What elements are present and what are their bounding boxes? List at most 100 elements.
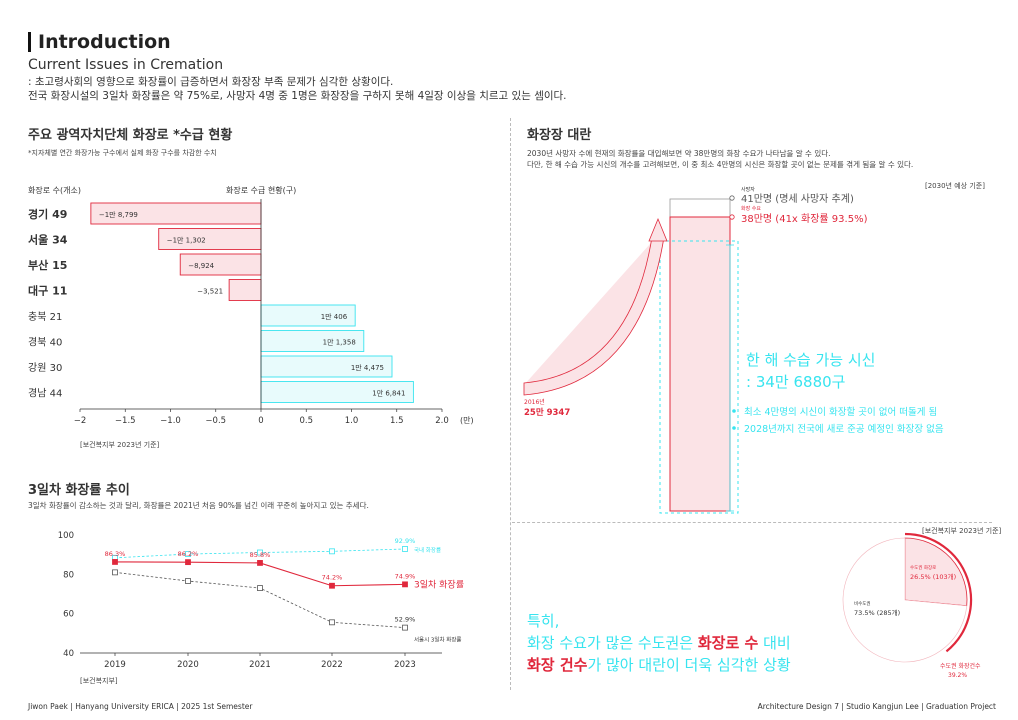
pie-source: [보건복지부 2023년 기준] xyxy=(922,527,1002,535)
line-point-1-4 xyxy=(402,581,408,588)
demand-column xyxy=(669,216,731,512)
cremation-crisis-diagram: 사망자 41만명 (명세 사망자 추계) 화장 수요 38만명 (41x 화장률… xyxy=(523,186,944,514)
line-x-tick-4: 2023 xyxy=(394,660,416,670)
demand-label: 38만명 (41x 화장률 93.5%) xyxy=(741,213,868,225)
cremation-rate-line-chart: 40 60 80 100 2019 2020 2021 2022 2023 92.9%국내 화장률… xyxy=(58,531,464,670)
line-label-1-0: 86.3% xyxy=(105,550,126,558)
section3-desc: 2030년 사망자 수에 현재의 화장률을 대입해보면 약 38만명의 화장 수… xyxy=(527,148,913,170)
line-label-2-4: 52.9% xyxy=(395,616,416,624)
section1-title: 주요 광역자치단체 화장로 *수급 현황 xyxy=(28,128,233,143)
bar-category-6: 강원 30 xyxy=(28,362,62,374)
intro-text: : 초고령사회의 영향으로 화장률이 급증하면서 화장장 부족 문제가 심각한 … xyxy=(28,75,567,103)
growth-arrow-head xyxy=(648,217,668,242)
bar-category-0: 경기 49 xyxy=(28,207,67,221)
line-point-0-3 xyxy=(329,548,335,555)
base-value: 25만 9347 xyxy=(524,407,570,418)
emphasis-line-1: 특히, xyxy=(527,612,560,630)
pie-out-value: 73.5% (285개) xyxy=(854,608,900,617)
section3-desc-line-1: 2030년 사망자 수에 현재의 화장률을 대입해보면 약 38만명의 화장 수… xyxy=(527,149,831,158)
intro-line-1: : 초고령사회의 영향으로 화장률이 급증하면서 화장장 부족 문제가 심각한 … xyxy=(28,76,394,88)
line-series-name-1: 3일차 화장률 xyxy=(414,578,464,590)
pie-in-value: 26.5% (103개) xyxy=(910,572,956,581)
line-point-0-4 xyxy=(402,546,408,552)
deaths-marker xyxy=(729,195,735,201)
bar-x-tick-5: 0.5 xyxy=(299,416,313,426)
bullet-1: 최소 4만명의 시신이 화장할 곳이 없어 떠돌게 됨 xyxy=(744,406,937,418)
line-series-name-0: 국내 화장률 xyxy=(414,546,441,554)
line-point-2-3 xyxy=(329,619,335,626)
line-series-name-2: 서울시 3일차 화장률 xyxy=(414,636,461,644)
bar-category-1: 서울 34 xyxy=(28,233,68,247)
bullet-2: 2028년까지 전국에 새로 준공 예정인 화장장 없음 xyxy=(744,423,944,435)
capacity-line-2: : 34만 6880구 xyxy=(746,373,845,391)
emphasis-text: 특히, 화장 수요가 많은 수도권은 화장로 수 대비 화장 건수가 많아 대란… xyxy=(527,610,791,676)
line-y-tick-3: 100 xyxy=(58,531,74,541)
bar-x-tick-0: −2 xyxy=(74,416,87,426)
bar-x-tick-4: 0 xyxy=(258,416,263,426)
column-divider xyxy=(510,118,511,690)
line-point-0-1 xyxy=(185,551,191,557)
bar-3 xyxy=(228,279,262,301)
base-year: 2016년 xyxy=(524,398,545,406)
bar-data-label-4: 1만 406 xyxy=(321,312,348,321)
pie-slice-1 xyxy=(842,537,968,663)
emphasis-line-2-c: 대비 xyxy=(758,634,791,652)
bar-x-tick-2: −1.0 xyxy=(160,416,181,426)
bar-left-header: 화장로 수(개소) xyxy=(28,186,81,195)
bar-category-4: 충북 21 xyxy=(28,311,62,323)
emphasis-line-2-a: 화장 수요가 많은 수도권은 xyxy=(527,634,698,652)
footer-right: Architecture Design 7 | Studio Kangjun L… xyxy=(757,702,996,711)
line-point-1-2 xyxy=(257,560,263,566)
emphasis-line-2: 화장 수요가 많은 수도권은 화장로 수 대비 xyxy=(527,632,791,654)
section1-source: [보건복지부 2023년 기준] xyxy=(80,441,160,449)
line-point-2-0 xyxy=(112,569,118,576)
bar-data-label-0: −1만 8,799 xyxy=(99,210,138,219)
bar-data-label-7: 1만 6,841 xyxy=(372,389,405,398)
deaths-small-label: 사망자 xyxy=(741,186,755,193)
crematory-pie-chart: 수도권 화장로 26.5% (103개) 비수도권 73.5% (285개) 수… xyxy=(842,532,981,679)
section2-title: 3일차 화장률 추이 xyxy=(28,483,130,498)
pie-label-line-1: 수도권 화장건수 xyxy=(940,662,981,670)
section3-title: 화장장 대란 xyxy=(527,128,592,143)
section3-desc-line-2: 다만, 한 해 수습 가능 시신의 개수를 고려해보면, 이 중 최소 4만명의… xyxy=(527,160,914,169)
bar-data-label-3: −3,521 xyxy=(197,288,223,296)
page-title: Introduction xyxy=(28,32,171,52)
bar-category-3: 대구 11 xyxy=(28,284,67,298)
intro-line-2: 전국 화장시설의 3일차 화장률은 약 75%로, 사망자 4명 중 1명은 화… xyxy=(28,90,567,102)
line-point-2-1 xyxy=(185,578,191,584)
line-point-2-4 xyxy=(402,624,408,631)
bar-x-tick-1: −1.5 xyxy=(115,416,136,426)
line-label-1-1: 86.2% xyxy=(178,550,199,558)
pie-out-small: 비수도권 xyxy=(854,600,871,607)
bar-data-label-2: −8,924 xyxy=(188,262,214,270)
deaths-label: 41만명 (명세 사망자 추계) xyxy=(741,193,854,205)
line-series-2 xyxy=(114,571,406,629)
row-divider xyxy=(512,522,992,523)
line-x-tick-0: 2019 xyxy=(104,660,126,670)
emphasis-line-3-b: 가 많아 대란이 더욱 심각한 상황 xyxy=(587,656,791,674)
bar-category-2: 부산 15 xyxy=(28,258,67,272)
emphasis-line-3: 화장 건수가 많아 대란이 더욱 심각한 상황 xyxy=(527,654,791,676)
line-x-tick-1: 2020 xyxy=(177,660,199,670)
line-x-tick-3: 2022 xyxy=(321,660,343,670)
bar-x-tick-7: 1.5 xyxy=(390,416,404,426)
bar-category-7: 경남 44 xyxy=(28,387,62,400)
bar-category-5: 경북 40 xyxy=(28,336,62,349)
pie-label-line-2: 39.2% xyxy=(948,672,967,679)
line-y-tick-0: 40 xyxy=(63,649,74,659)
emphasis-line-2-b: 화장로 수 xyxy=(697,634,759,652)
pie-in-small: 수도권 화장로 xyxy=(910,564,936,571)
section2-source: [보건복지부] xyxy=(80,677,118,685)
demand-marker xyxy=(729,214,735,220)
line-point-1-0 xyxy=(112,559,118,565)
bar-x-tick-3: −0.5 xyxy=(205,416,226,426)
emphasis-line-3-a: 화장 건수 xyxy=(527,656,588,674)
bar-right-header: 화장로 수급 현황(구) xyxy=(226,186,297,195)
section2-desc: 3일차 화장률이 감소하는 것과 달리, 화장률은 2021년 처음 90%를 … xyxy=(28,501,369,510)
line-point-2-2 xyxy=(257,585,263,591)
line-y-tick-2: 80 xyxy=(63,570,74,580)
pie-outer-arc xyxy=(904,532,973,653)
bar-data-label-1: −1만 1,302 xyxy=(167,236,206,245)
cremation-supply-bar-chart: 경기 49 −1만 8,799 서울 34 −1만 1,302 부산 15 −8,924 대… xyxy=(28,199,474,426)
forecast-note: [2030년 예상 기준] xyxy=(925,182,985,190)
